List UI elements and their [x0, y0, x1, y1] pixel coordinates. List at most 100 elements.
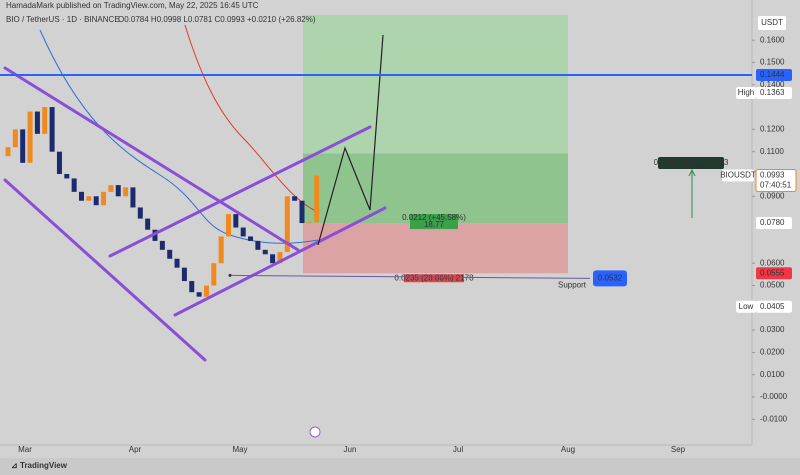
measure-arrow — [688, 168, 696, 177]
trend-line — [3, 66, 300, 252]
symbol: BIO / TetherUS · 1D · BINANCE — [6, 15, 120, 24]
y-tick-label: -0.0000 — [760, 392, 788, 401]
stop-price: 0.0555 — [760, 268, 785, 277]
high-name: High — [738, 88, 754, 97]
candle-body — [211, 263, 217, 286]
candle-body — [226, 214, 231, 237]
y-tick-label: -0.0100 — [760, 414, 788, 423]
last-name-box — [722, 169, 754, 182]
x-tick-label: May — [232, 445, 247, 454]
target-zone-filled — [303, 153, 568, 224]
stop-label: 0.0235 (28.86%) 2178 — [394, 273, 474, 282]
candle-body — [255, 240, 261, 250]
low-name: Low — [739, 302, 754, 311]
last-name: BIOUSDT — [720, 171, 756, 180]
y-tick-label: 0.1400 — [760, 80, 785, 89]
projection-path — [317, 34, 384, 246]
entry-label: 0.0780 — [760, 218, 785, 227]
candle-body — [248, 236, 254, 241]
trend-line — [108, 125, 372, 258]
x-tick-label: Mar — [18, 445, 32, 454]
y-tick-label: 0.0300 — [760, 325, 785, 334]
candle-body — [123, 187, 129, 197]
x-tick-label: Jul — [453, 445, 463, 454]
support-anchor — [228, 273, 232, 277]
measure-label: 0.3193 (23.90%) 193 — [654, 158, 729, 167]
candle-body — [240, 227, 246, 237]
candle-body — [12, 129, 18, 148]
low-name-box — [736, 300, 756, 313]
candle-body — [145, 218, 151, 230]
candle-body — [27, 111, 33, 163]
candle-body — [203, 285, 209, 297]
position-tool — [303, 15, 568, 274]
candle-body — [292, 196, 298, 201]
author: HamadaMark published on TradingView.com,… — [6, 1, 259, 10]
stop-label-box — [404, 274, 464, 283]
candle-body — [218, 236, 224, 264]
high-label: 0.1363 — [760, 88, 785, 97]
currency: USDT — [761, 18, 783, 27]
candle-body — [262, 249, 268, 255]
candle-body — [137, 207, 143, 219]
trend-line — [3, 178, 207, 362]
drawings — [3, 66, 387, 362]
candle-body — [284, 196, 290, 253]
candle-body — [299, 200, 305, 224]
candle-body — [130, 187, 136, 208]
stop-tag — [756, 267, 792, 280]
candle-body — [181, 267, 187, 282]
x-tick-label: Aug — [561, 445, 575, 454]
candle-body — [115, 185, 121, 197]
brand: TradingView — [20, 461, 68, 470]
price-tag — [756, 68, 792, 81]
x-tick-label: Jun — [344, 445, 357, 454]
y-tick-label: 0.0200 — [760, 348, 785, 357]
moving-average — [184, 24, 319, 213]
logo: ⊿ — [11, 461, 18, 470]
support-label: 0.0532 — [598, 273, 623, 282]
moving-average — [39, 29, 319, 244]
candle-body — [86, 196, 92, 201]
y-tick-label: 0.1200 — [760, 124, 785, 133]
candle-body — [34, 111, 40, 134]
price-label: 0.1444 — [760, 70, 785, 79]
support-name: Support — [558, 280, 587, 289]
indicators — [39, 24, 319, 244]
target-qty: 18.77 — [424, 220, 445, 229]
candle-body — [108, 185, 114, 192]
stop-zone — [303, 223, 568, 274]
candle-body — [49, 107, 55, 152]
x-tick-label: Sep — [671, 445, 686, 454]
candle-body — [270, 254, 276, 264]
candle-body — [5, 147, 11, 157]
event-marker — [309, 426, 321, 438]
candle-body — [93, 196, 99, 206]
candle-body — [233, 214, 239, 228]
candle-body — [64, 173, 70, 179]
candle-body — [314, 175, 320, 223]
support-tag — [593, 270, 627, 287]
candle-body — [42, 107, 48, 134]
candle-body — [167, 249, 173, 259]
y-tick-label: 0.0100 — [760, 370, 785, 379]
high-name-box — [736, 87, 756, 100]
candle-body — [159, 240, 165, 250]
candle-body — [306, 222, 312, 224]
candle-body — [56, 151, 62, 174]
candle-body — [174, 258, 180, 268]
candle-body — [101, 191, 107, 206]
support-line — [229, 274, 591, 279]
ohlc: O0.0784 H0.0998 L0.0781 C0.0993 +0.0210 … — [118, 15, 316, 24]
candle-body — [71, 178, 77, 192]
x-tick-label: Apr — [129, 445, 142, 454]
candle-body — [189, 281, 195, 293]
y-tick-label: 0.0900 — [760, 191, 785, 200]
candle-body — [20, 129, 26, 163]
last-label: 0.0993 — [760, 171, 785, 180]
candle-body — [277, 252, 283, 264]
target-label-box — [410, 214, 458, 230]
y-tick-label: 0.1500 — [760, 58, 785, 67]
